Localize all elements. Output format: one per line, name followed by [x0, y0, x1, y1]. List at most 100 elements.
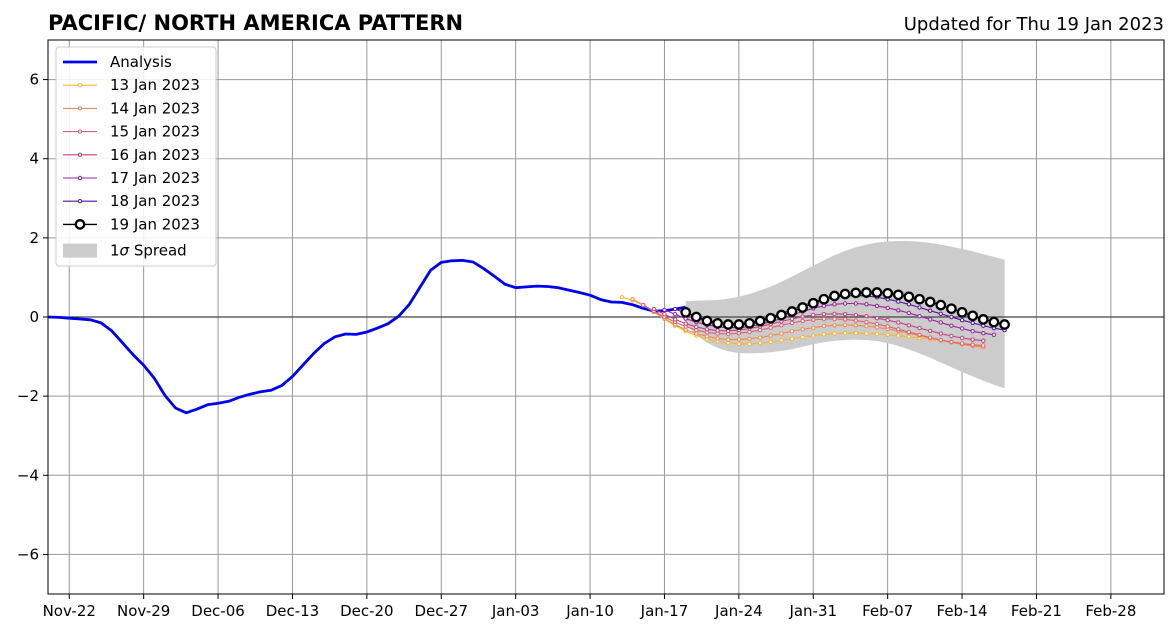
forecast-point — [789, 336, 795, 341]
forecast-point — [970, 329, 975, 334]
legend-marker — [74, 219, 86, 230]
forecast-point — [906, 302, 912, 307]
legend-box — [55, 46, 217, 267]
forecast-point — [906, 323, 912, 328]
forecast-point — [917, 332, 922, 337]
x-tick-label: Feb-28 — [1085, 602, 1136, 620]
chart-title: PACIFIC/ NORTH AMERICA PATTERN — [48, 11, 463, 35]
forecast-point — [970, 342, 975, 347]
forecast-point — [619, 295, 625, 300]
x-axis-ticks: Nov-22 Nov-29 Dec-06 Dec-13 Dec-20 Dec-27 Jan-… — [43, 594, 1136, 620]
forecast-point — [779, 338, 784, 343]
forecast-point — [821, 332, 827, 337]
forecast-point — [694, 331, 699, 336]
legend-marker — [77, 152, 83, 158]
forecast-point — [903, 291, 915, 303]
chart-subtitle: Updated for Thu 19 Jan 2023 — [904, 14, 1164, 35]
legend-label: 17 Jan 2023 — [110, 169, 200, 187]
forecast-point — [874, 331, 880, 337]
forecast-point — [704, 334, 710, 339]
forecast-point — [662, 312, 667, 317]
forecast-point — [701, 315, 713, 327]
forecast-series — [619, 287, 1010, 350]
forecast-point — [779, 331, 784, 336]
forecast-point — [864, 314, 869, 319]
forecast-point — [694, 324, 699, 330]
forecast-point — [946, 303, 957, 315]
forecast-point — [864, 323, 869, 329]
forecast-point — [690, 311, 702, 323]
forecast-point — [853, 301, 858, 306]
legend-label-spread-suffix: Spread — [129, 242, 187, 260]
x-tick-label: Nov-29 — [117, 602, 170, 620]
forecast-point — [842, 317, 848, 322]
analysis-line — [47, 258, 686, 415]
forecast-point — [885, 318, 890, 323]
forecast-point — [896, 327, 901, 332]
forecast-point — [811, 312, 816, 318]
forecast-point — [832, 331, 837, 336]
forecast-point — [970, 337, 975, 342]
forecast-point — [726, 337, 731, 342]
forecast-point — [938, 337, 943, 343]
forecast-point — [861, 287, 872, 298]
legend-marker — [77, 106, 83, 111]
forecast-point — [832, 323, 837, 328]
forecast-point — [981, 338, 986, 343]
forecast-point — [892, 289, 904, 301]
forecast-point — [736, 341, 742, 347]
x-tick-label: Feb-21 — [1011, 602, 1062, 620]
forecast-point — [885, 324, 890, 329]
forecast-point — [722, 319, 734, 330]
forecast-point — [917, 305, 922, 310]
forecast-point — [999, 319, 1010, 330]
forecast-point — [811, 317, 816, 322]
forecast-point — [757, 327, 763, 333]
y-tick-label: 4 — [29, 150, 39, 168]
legend-label-analysis: Analysis — [110, 53, 172, 71]
forecast-point — [853, 323, 858, 328]
forecast-point — [839, 288, 851, 300]
forecast-point — [959, 341, 965, 346]
forecast-point — [928, 308, 933, 313]
forecast-point — [842, 301, 848, 306]
forecast-point — [797, 302, 808, 313]
forecast-point — [821, 303, 827, 309]
forecast-point — [821, 312, 827, 317]
forecast-point — [704, 327, 710, 332]
forecast-point — [871, 287, 883, 298]
forecast-point — [949, 314, 954, 320]
legend-marker — [77, 83, 83, 88]
forecast-point — [800, 327, 805, 332]
forecast-point — [938, 331, 943, 336]
forecast-point — [914, 293, 925, 305]
y-tick-label: 2 — [29, 229, 39, 247]
forecast-point — [651, 306, 656, 312]
forecast-point — [757, 335, 763, 340]
forecast-point — [988, 316, 1000, 328]
y-axis-ticks: −6 −4 −2 0 2 4 6 — [17, 71, 48, 563]
forecast-point — [938, 311, 943, 316]
forecast-point — [662, 307, 667, 313]
forecast-point — [680, 306, 692, 318]
forecast-point — [853, 331, 858, 336]
forecast-point — [683, 321, 688, 326]
x-tick-label: Dec-06 — [191, 602, 245, 620]
legend-label-spread-sigma: σ — [120, 242, 130, 260]
forecast-point — [779, 323, 784, 328]
forecast-point — [864, 302, 869, 307]
legend-label: 15 Jan 2023 — [110, 123, 200, 141]
forecast-point — [672, 317, 678, 322]
forecast-point — [811, 325, 816, 330]
x-tick-label: Jan-31 — [788, 602, 837, 620]
forecast-point — [928, 328, 933, 334]
x-tick-label: Dec-27 — [414, 602, 468, 620]
forecast-point — [765, 312, 777, 324]
forecast-point — [906, 329, 912, 335]
forecast-point — [928, 317, 933, 322]
forecast-point — [832, 302, 837, 307]
forecast-point — [818, 293, 830, 305]
legend-label: 14 Jan 2023 — [110, 99, 200, 117]
x-tick-label: Nov-22 — [43, 602, 96, 620]
forecast-point — [991, 332, 997, 337]
